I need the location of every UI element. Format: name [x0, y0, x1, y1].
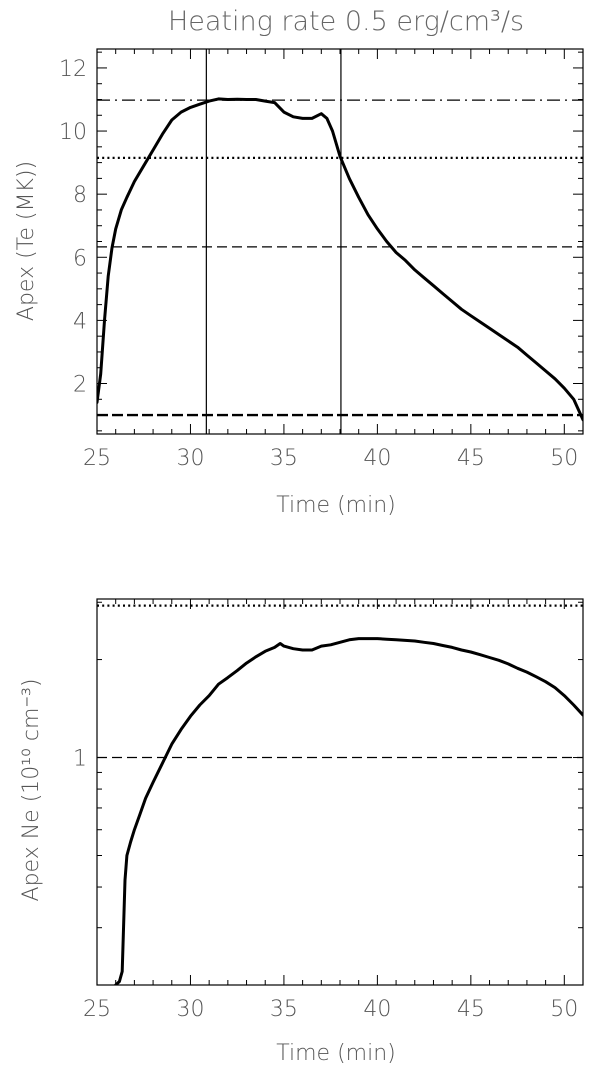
- y-tick-label: 8: [73, 183, 87, 208]
- x-tick-label: 35: [270, 446, 298, 471]
- x-tick-label: 50: [550, 997, 578, 1022]
- plot-frame: [96, 48, 584, 435]
- series-line: [97, 97, 583, 422]
- series-line: [114, 637, 583, 985]
- x-tick-label: 45: [457, 446, 485, 471]
- y-tick-label: 1: [73, 747, 87, 772]
- x-tick-label: 40: [363, 997, 391, 1022]
- y-axis-label: Apex Ne (10¹⁰ cm⁻³): [19, 679, 44, 902]
- x-tick-label: 25: [83, 997, 111, 1022]
- y-tick-label: 2: [73, 373, 87, 398]
- temperature-panel: 25 30 35 40 45 50 2 4 6 8 10 12: [59, 48, 584, 471]
- density-panel: 25 30 35 40 45 50 1: [73, 598, 584, 1022]
- x-axis-label: Time (min): [276, 493, 396, 518]
- x-tick-label: 50: [550, 446, 578, 471]
- chart-title: Heating rate 0.5 erg/cm³/s: [168, 6, 524, 37]
- y-tick-label: 12: [59, 57, 87, 82]
- x-tick-label: 45: [457, 997, 485, 1022]
- x-tick-label: 40: [363, 446, 391, 471]
- x-axis-label: Time (min): [276, 1041, 396, 1066]
- x-tick-label: 30: [176, 446, 204, 471]
- y-tick-label: 4: [73, 309, 87, 334]
- x-tick-label: 35: [270, 997, 298, 1022]
- y-axis-label: Apex (Te (MK)): [14, 161, 39, 321]
- x-tick-label: 25: [83, 446, 111, 471]
- plot-frame: [96, 598, 584, 986]
- x-tick-label: 30: [176, 997, 204, 1022]
- y-tick-label: 10: [59, 120, 87, 145]
- y-tick-label: 6: [73, 246, 87, 271]
